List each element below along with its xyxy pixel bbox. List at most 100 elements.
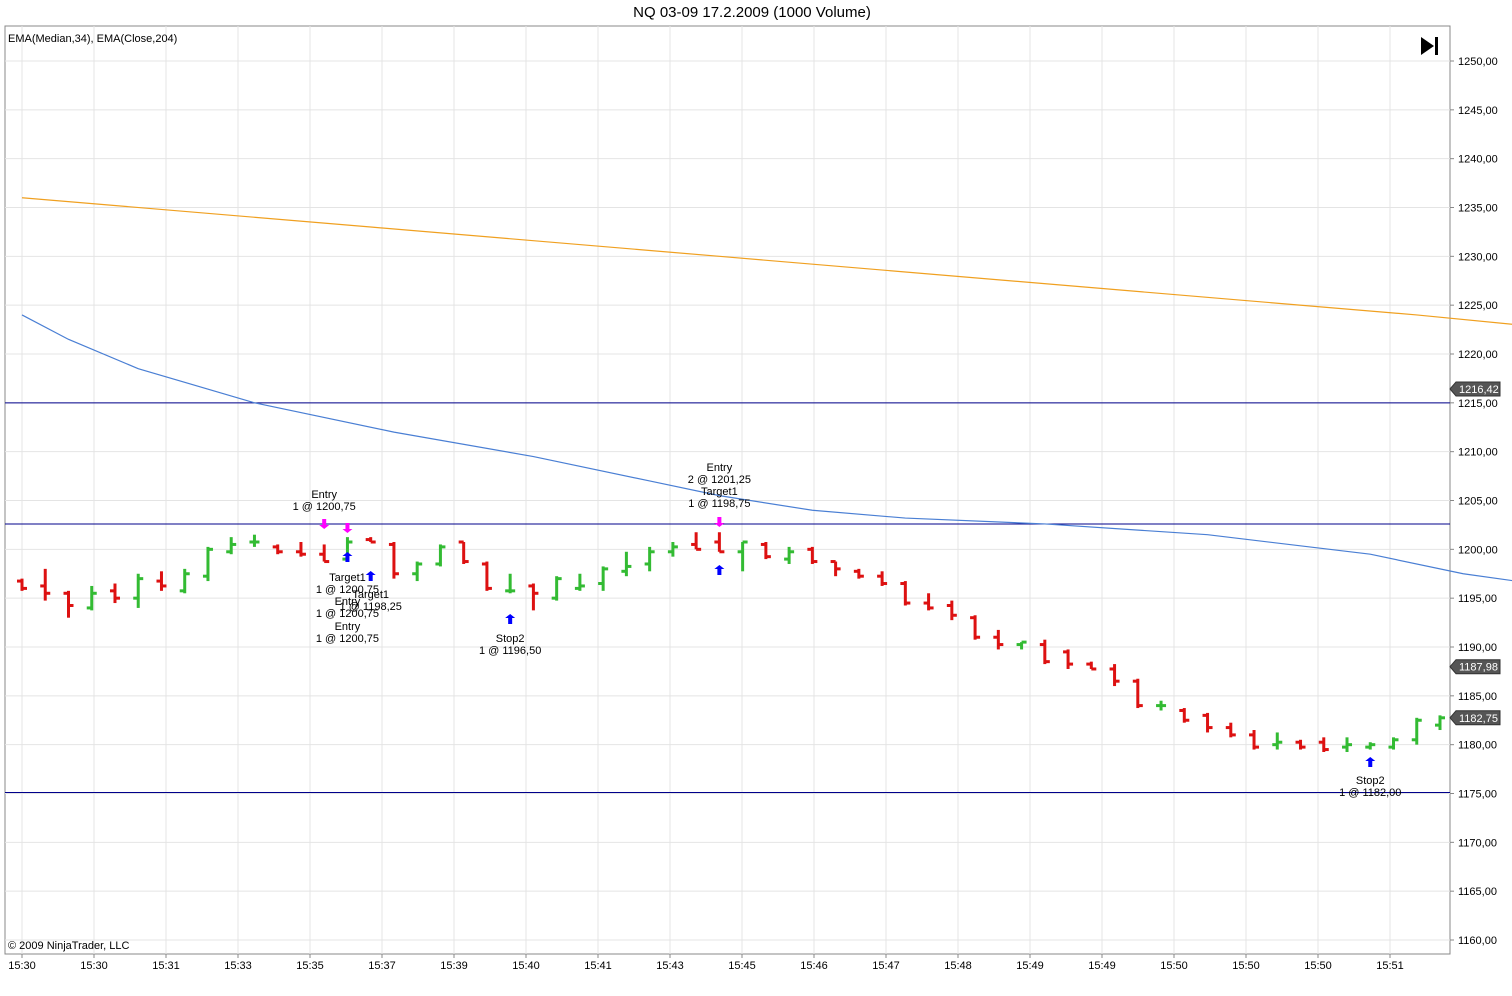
ohlc-bar xyxy=(365,537,376,544)
buy-arrow-marker xyxy=(1365,757,1376,767)
annotation-line: 1 @ 1182,00 xyxy=(1339,787,1401,799)
ohlc-bar xyxy=(830,560,841,577)
x-tick-label: 15:47 xyxy=(872,960,900,972)
price-tags: 1216,42 1187,98 1182,75 xyxy=(1449,381,1501,726)
time-axis: 15:30 15:30 15:31 15:33 15:35 15:37 15:39 15:40… xyxy=(8,954,1404,972)
x-tick-label: 15:48 xyxy=(944,960,972,972)
price-tag: 1216,42 xyxy=(1449,381,1501,397)
y-tick-label: 1220,00 xyxy=(1458,349,1498,361)
x-tick-label: 15:37 xyxy=(368,960,396,972)
annotation-line: 1 @ 1200,75 xyxy=(316,608,379,620)
ohlc-bar xyxy=(574,573,585,591)
annotation-line: Entry xyxy=(707,462,733,474)
annotation-line: Stop2 xyxy=(496,633,525,645)
ohlc-bar xyxy=(737,540,748,572)
ohlc-bar xyxy=(923,593,934,611)
y-tick-label: 1240,00 xyxy=(1458,154,1498,166)
ohlc-bar xyxy=(17,578,27,591)
x-tick-label: 15:43 xyxy=(656,960,684,972)
price-tag-label: 1187,98 xyxy=(1459,662,1498,674)
price-tag-shape xyxy=(1449,659,1501,675)
price-axis: 1250,00 1245,00 1240,00 1235,00 1230,00 1225,… xyxy=(1450,56,1498,947)
ohlc-bar xyxy=(807,546,818,564)
annotation-line: Entry xyxy=(335,596,361,608)
x-tick-label: 15:39 xyxy=(440,960,468,972)
y-tick-label: 1190,00 xyxy=(1458,642,1497,654)
price-tag: 1182,75 xyxy=(1449,710,1501,726)
ohlc-bar xyxy=(644,546,655,572)
ohlc-bar xyxy=(1435,715,1445,731)
ohlc-bar xyxy=(505,573,516,594)
x-tick-label: 15:49 xyxy=(1016,960,1044,972)
ohlc-bar xyxy=(1272,732,1283,750)
y-tick-label: 1230,00 xyxy=(1458,251,1498,263)
skip-to-end-icon[interactable] xyxy=(1421,37,1438,55)
price-tag-label: 1182,75 xyxy=(1459,713,1498,725)
ema-lines xyxy=(21,197,1512,582)
y-tick-label: 1235,00 xyxy=(1458,203,1498,215)
annotation-line: Entry xyxy=(335,621,361,633)
x-tick-label: 15:35 xyxy=(296,960,324,972)
ohlc-bar xyxy=(1342,737,1353,752)
ohlc-bar xyxy=(667,542,678,557)
ohlc-bar xyxy=(1202,712,1213,733)
ohlc-bar xyxy=(1132,678,1143,709)
annotation-line: 2 @ 1201,25 xyxy=(688,474,751,486)
price-tag: 1187,98 xyxy=(1449,659,1501,675)
annotation-line: 1 @ 1198,75 xyxy=(688,498,750,510)
x-tick-label: 15:46 xyxy=(800,960,828,972)
x-tick-label: 15:49 xyxy=(1088,960,1116,972)
ohlc-bar xyxy=(853,568,864,579)
annotation-line: 1 @ 1200,75 xyxy=(293,501,356,513)
annotation-line: 1 @ 1196,50 xyxy=(479,645,541,657)
ohlc-bar xyxy=(63,590,74,618)
ohlc-bar xyxy=(1039,639,1050,665)
y-tick-label: 1180,00 xyxy=(1458,740,1497,752)
ohlc-bar xyxy=(272,544,283,555)
y-tick-label: 1225,00 xyxy=(1458,300,1498,312)
price-tag-shape xyxy=(1449,381,1501,397)
ohlc-bar xyxy=(1225,722,1236,738)
ohlc-bar xyxy=(1388,737,1399,750)
sell-arrow-marker xyxy=(714,517,725,527)
y-tick-label: 1210,00 xyxy=(1458,447,1498,459)
x-tick-label: 15:33 xyxy=(224,960,252,972)
y-tick-label: 1185,00 xyxy=(1458,691,1497,703)
x-tick-label: 15:40 xyxy=(512,960,540,972)
ohlc-bars xyxy=(17,532,1445,752)
price-tag-label: 1216,42 xyxy=(1459,384,1499,396)
buy-arrow-marker xyxy=(342,552,353,562)
ohlc-bar xyxy=(1016,640,1027,650)
buy-arrow-marker xyxy=(714,565,725,575)
x-tick-label: 15:45 xyxy=(728,960,756,972)
ohlc-bar xyxy=(202,546,213,582)
ohlc-bar xyxy=(1086,661,1097,671)
ohlc-bar xyxy=(1109,664,1120,687)
ohlc-bar xyxy=(1365,742,1376,750)
buy-arrow-marker xyxy=(505,614,516,624)
annotation-line: Target1 xyxy=(329,572,366,584)
annotation-line: 1 @ 1198,25 xyxy=(340,601,402,613)
x-tick-label: 15:50 xyxy=(1232,960,1260,972)
y-tick-label: 1205,00 xyxy=(1458,496,1498,508)
x-tick-label: 15:30 xyxy=(8,960,36,972)
y-tick-label: 1170,00 xyxy=(1458,837,1497,849)
ohlc-bar xyxy=(598,566,609,591)
ohlc-bar xyxy=(784,546,795,564)
ohlc-bar xyxy=(435,544,446,567)
ohlc-bar xyxy=(1295,739,1306,750)
ohlc-bar xyxy=(458,540,469,564)
y-tick-label: 1200,00 xyxy=(1458,544,1498,556)
ohlc-bar xyxy=(760,542,771,560)
x-tick-label: 15:50 xyxy=(1160,960,1188,972)
ohlc-bar xyxy=(249,534,260,547)
x-tick-label: 15:30 xyxy=(80,960,108,972)
ohlc-bar xyxy=(900,581,911,606)
